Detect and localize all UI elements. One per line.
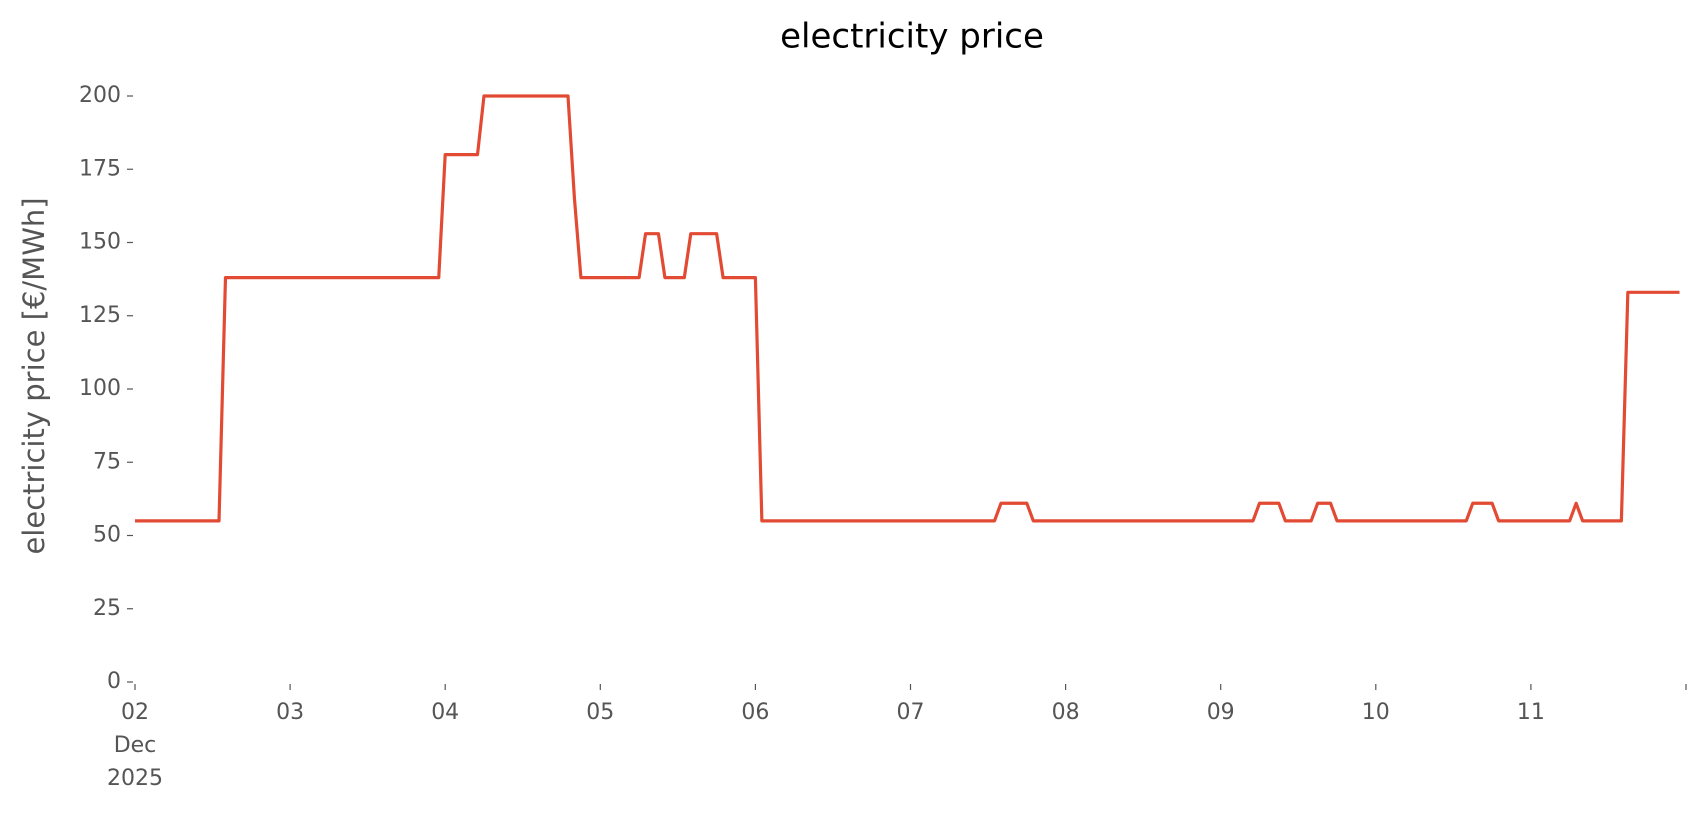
x-tick-label: 05: [586, 700, 614, 725]
y-tick-label: 25: [93, 596, 121, 621]
x-tick-label: 02 Dec 2025: [107, 700, 163, 791]
y-tick-label: 150: [79, 230, 121, 255]
price-line: [135, 94, 1680, 523]
y-tick-label: 100: [79, 376, 121, 401]
y-tick-label: 200: [79, 83, 121, 108]
y-axis-label: electricity price [€/MWh]: [17, 197, 51, 554]
x-tick-label: 06: [741, 700, 769, 725]
chart-title: electricity price: [780, 17, 1044, 57]
x-tick-label: 09: [1207, 700, 1235, 725]
y-tick-label: 175: [79, 156, 121, 181]
y-tick-label: 125: [79, 303, 121, 328]
x-tick-label: 11: [1517, 700, 1545, 725]
x-tick-label: 03: [276, 700, 304, 725]
y-tick-label: 50: [93, 523, 121, 548]
x-tick-label: 07: [897, 700, 925, 725]
y-tick-label: 75: [93, 449, 121, 474]
y-tick-label: 0: [107, 669, 121, 694]
x-tick-label: 10: [1362, 700, 1390, 725]
x-tick-label: 08: [1052, 700, 1080, 725]
x-tick-label: 04: [431, 700, 459, 725]
